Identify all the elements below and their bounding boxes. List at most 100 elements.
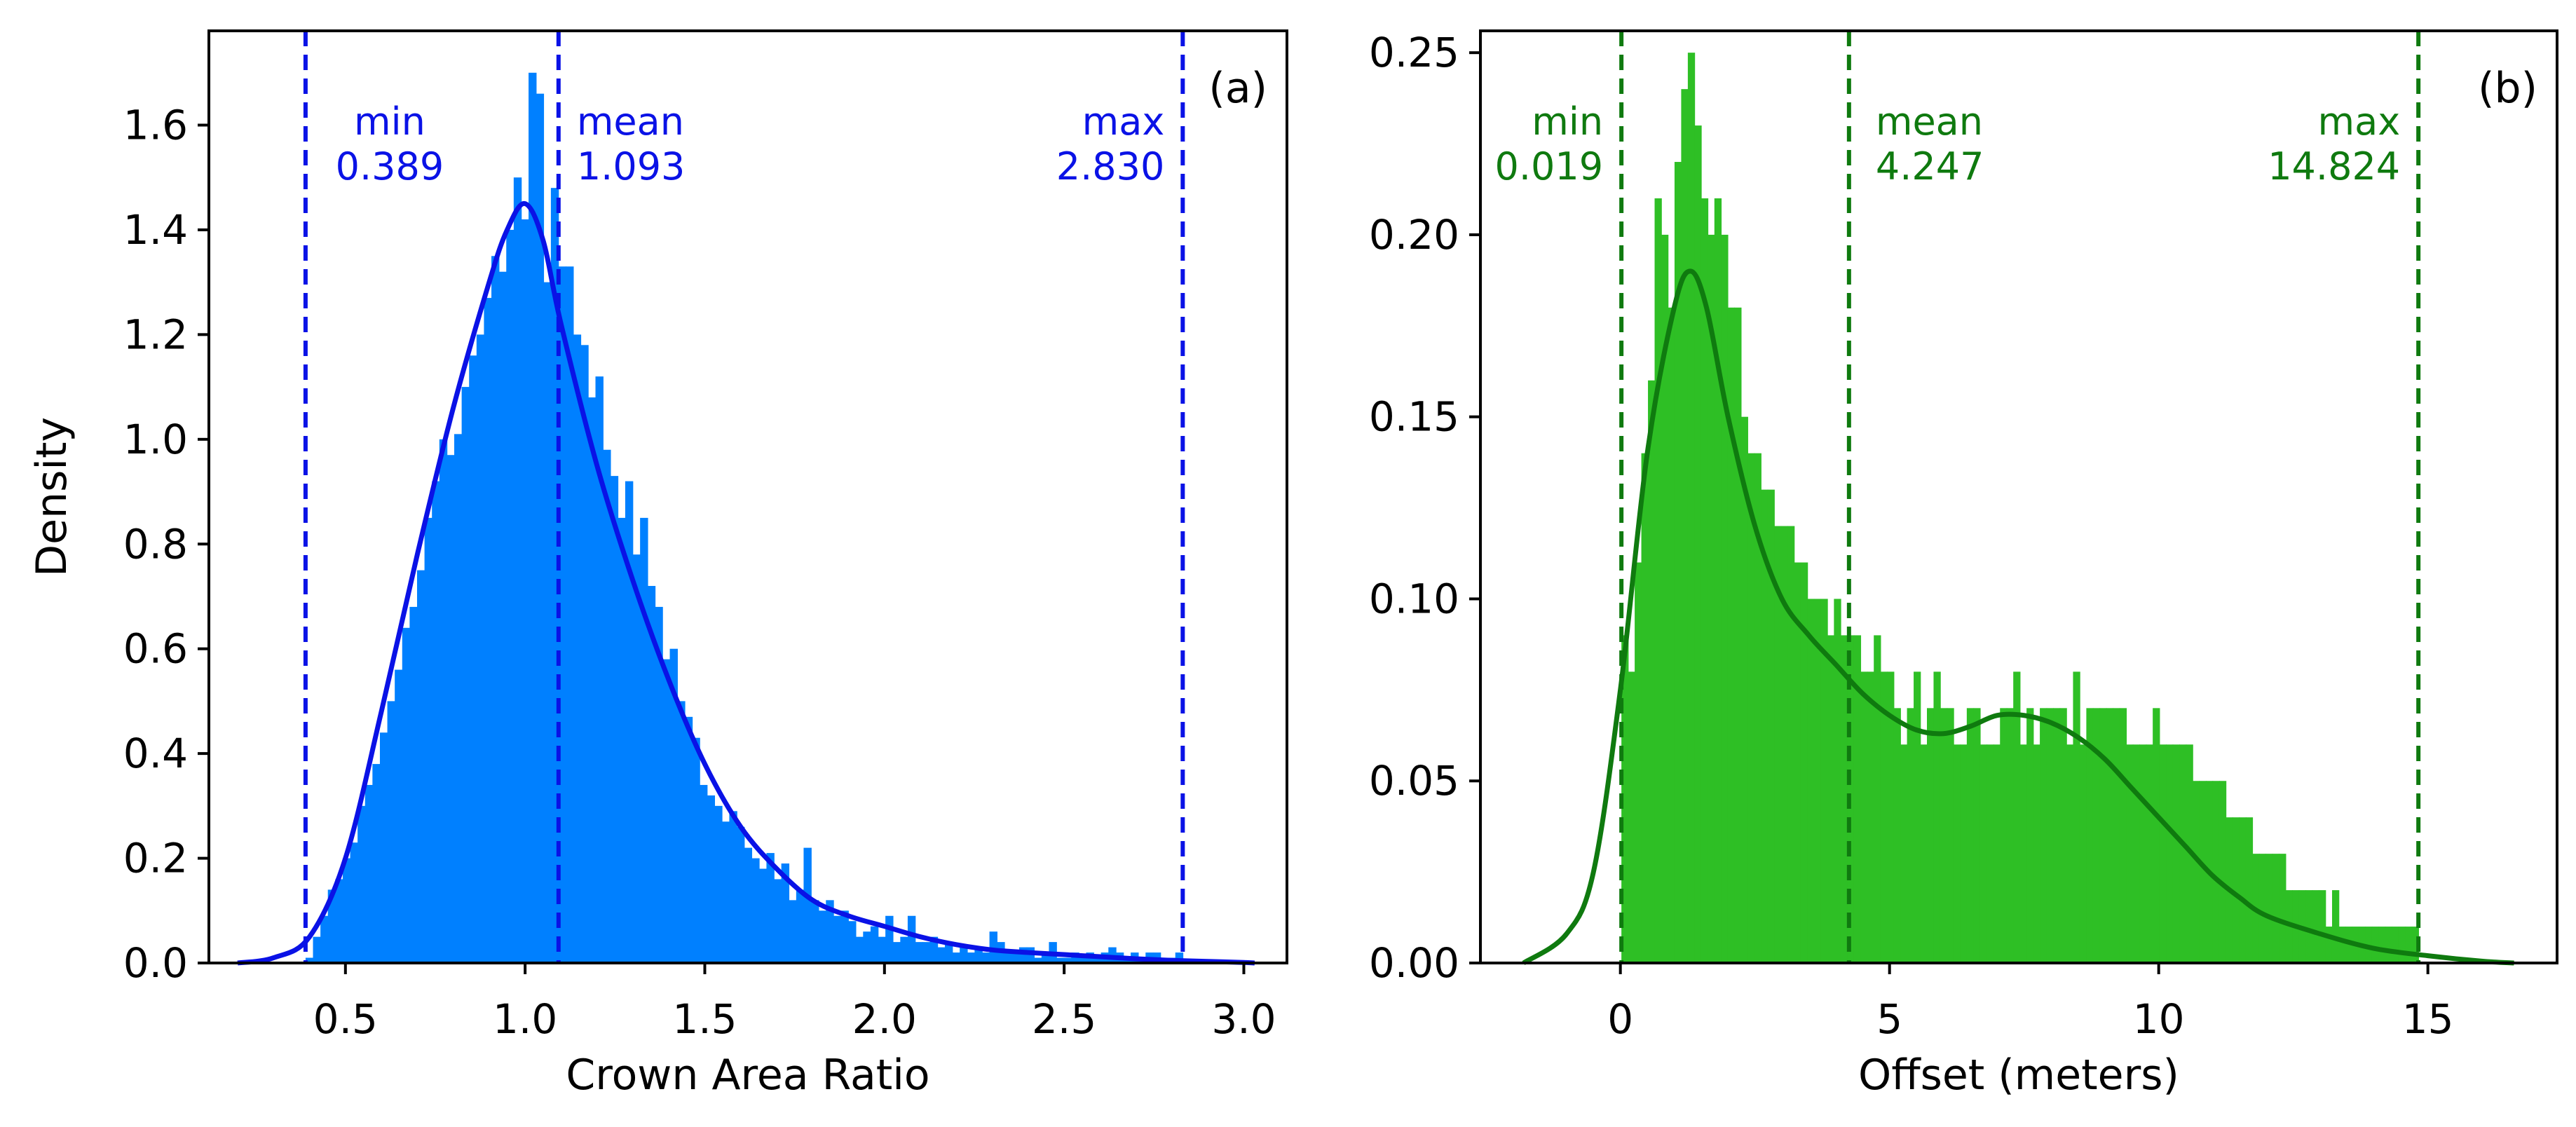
panel-a-histogram-bar xyxy=(811,900,819,963)
panel-a-kde-line xyxy=(237,201,1255,966)
panel-a-histogram-bar xyxy=(960,947,968,963)
panel-a-histogram-bar xyxy=(915,942,923,963)
panel-b-xtick-label: 15 xyxy=(2402,995,2454,1043)
panel-a-histogram-bar xyxy=(566,266,574,963)
panel-b-histogram-bar xyxy=(1914,671,1921,964)
panel-b-histogram-bar xyxy=(1840,635,1848,963)
panel-b-histogram-bar xyxy=(2006,708,2014,963)
panel-b-histogram-bar xyxy=(1648,380,1656,963)
panel-b-min-label: min xyxy=(1532,100,1603,144)
panel-a-histogram-bar xyxy=(461,387,470,963)
panel-b-histogram-bar xyxy=(2239,817,2247,963)
panel-b-histogram-bar xyxy=(1754,453,1761,963)
panel-b-label: (b) xyxy=(2478,64,2537,113)
panel-b-histogram-bar xyxy=(2272,854,2279,963)
panel-b-histogram-bar xyxy=(2046,708,2054,963)
panel-b-histogram-bar xyxy=(2019,744,2027,963)
panel-a-histogram-bar xyxy=(796,889,805,963)
panel-b-histogram-bar xyxy=(2312,890,2319,963)
panel-b-histogram-bar xyxy=(2153,708,2160,963)
panel-a-histogram-bar xyxy=(1175,952,1184,963)
panel-b-histogram-bar xyxy=(1721,234,1729,964)
panel-b-histogram-bar xyxy=(2119,708,2127,963)
panel-b-histogram-bar xyxy=(2146,744,2153,963)
panel-b-vlines xyxy=(1619,31,2421,963)
panel-a-annotations: min 0.389 mean 1.093 max 2.830 xyxy=(336,100,1165,189)
panel-b-histogram-bar xyxy=(1834,599,1841,963)
panel-b-ytick-label: 0.10 xyxy=(1369,575,1459,622)
panel-a-histogram-bar xyxy=(357,805,366,963)
panel-b-histogram-bar xyxy=(1966,708,1975,963)
panel-b-bars xyxy=(1621,53,2419,964)
panel-b-histogram-bar xyxy=(1940,708,1948,963)
panel-b-histogram-bar xyxy=(2385,927,2393,963)
panel-a-histogram-bar xyxy=(573,334,582,963)
panel-b-kde-line xyxy=(1522,268,2514,966)
panel-b-histogram-bar xyxy=(1674,162,1682,963)
panel-b-ytick-label: 0.05 xyxy=(1369,757,1459,805)
panel-a-histogram-bar xyxy=(692,737,700,963)
panel-a-histogram-bar xyxy=(707,795,715,963)
panel-b-histogram-bar xyxy=(1860,671,1868,964)
panel-a-ytick-label: 0.4 xyxy=(123,730,188,777)
panel-a-histogram-bar xyxy=(721,821,730,963)
panel-b-histogram-bar xyxy=(1727,307,1736,964)
panel-b-ytick-label: 0.20 xyxy=(1369,211,1459,259)
panel-a-histogram-bar xyxy=(737,826,745,963)
panel-a-histogram-bar xyxy=(350,842,358,963)
panel-b-histogram-bar xyxy=(2079,744,2087,963)
panel-a-histogram-bar xyxy=(981,952,990,963)
panel-a-histogram-bar xyxy=(580,345,589,963)
panel-a-histogram-bar xyxy=(1026,947,1035,963)
panel-b-mean-value: 4.247 xyxy=(1876,144,1984,189)
panel-b: min 0.019 mean 4.247 max 14.824 0 5 10 1… xyxy=(1369,29,2558,1100)
panel-a-histogram-bar xyxy=(521,219,529,963)
panel-b-histogram-bar xyxy=(1887,671,1895,964)
panel-a-max-label: max xyxy=(1082,100,1165,144)
panel-b-histogram-bar xyxy=(2166,744,2174,963)
panel-b-histogram-bar xyxy=(2172,744,2180,963)
panel-b-histogram-bar xyxy=(1973,708,1981,963)
panel-b-histogram-bar xyxy=(2199,781,2207,963)
panel-a-y-ticks: 0.0 0.2 0.4 0.6 0.8 1.0 1.2 1.4 1.6 xyxy=(123,101,209,987)
panel-a-histogram-bar xyxy=(789,900,797,963)
panel-b-max-value: 14.824 xyxy=(2268,144,2400,189)
panel-b-histogram-bar xyxy=(2219,781,2227,963)
panel-b-frame xyxy=(1479,29,2558,964)
panel-b-histogram-bar xyxy=(2053,708,2061,963)
panel-b-ytick-label: 0.25 xyxy=(1369,29,1459,76)
panel-b-histogram-bar xyxy=(2013,671,2021,964)
panel-a-histogram-bar xyxy=(558,266,566,963)
panel-b-min-value: 0.019 xyxy=(1495,144,1604,189)
panel-b-histogram-bar xyxy=(2086,708,2094,963)
panel-a-histogram-bar xyxy=(818,910,827,963)
panel-a-xtick-label: 2.5 xyxy=(1032,995,1096,1043)
panel-a-histogram-bar xyxy=(803,847,812,963)
panel-a-bars xyxy=(305,72,1184,964)
panel-a-min-value: 0.389 xyxy=(336,144,444,189)
panel-a-histogram-bar xyxy=(833,915,842,963)
panel-a-histogram-bar xyxy=(342,858,351,963)
panel-a-histogram-bar xyxy=(469,355,477,963)
panel-a-xtick-label: 0.5 xyxy=(313,995,378,1043)
panel-b-x-ticks: 0 5 10 15 xyxy=(1607,963,2454,1043)
panel-a-histogram-bar xyxy=(1004,952,1013,963)
panel-a-ytick-label: 1.4 xyxy=(123,206,188,254)
panel-b-histogram-bar xyxy=(2325,927,2333,963)
panel-b-histogram-bar xyxy=(1740,416,1748,963)
panel-b-histogram-bar xyxy=(1813,599,1822,963)
panel-b-histogram-bar xyxy=(1774,526,1782,963)
panel-b-histogram-bar xyxy=(1993,744,2001,963)
panel-b-histogram-bar xyxy=(2232,817,2240,963)
panel-b-histogram-bar xyxy=(2365,927,2373,963)
panel-b-histogram-bar xyxy=(1641,453,1649,963)
panel-a-histogram-bar xyxy=(1056,957,1065,963)
panel-b-histogram-bar xyxy=(1761,489,1769,963)
panel-a-histogram-bar xyxy=(974,947,983,963)
panel-b-y-ticks: 0.00 0.05 0.10 0.15 0.20 0.25 xyxy=(1369,29,1480,987)
panel-b-xtick-label: 10 xyxy=(2133,995,2185,1043)
panel-b-histogram-bar xyxy=(2245,817,2254,963)
panel-b-histogram-bar xyxy=(2319,890,2326,963)
panel-b-histogram-bar xyxy=(1780,526,1788,963)
panel-b-histogram-bar xyxy=(2411,927,2419,963)
